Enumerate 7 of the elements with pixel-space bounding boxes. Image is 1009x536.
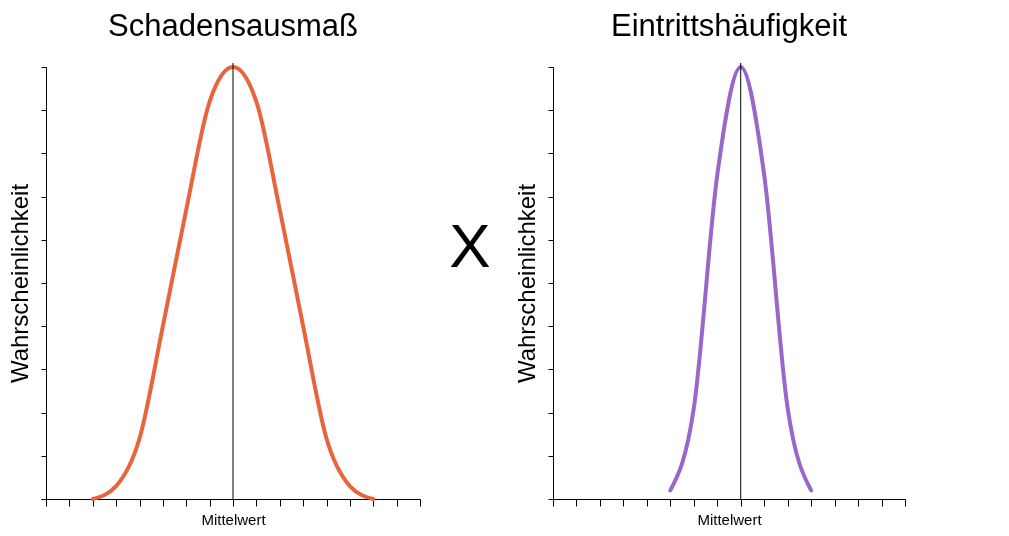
chart-title: Schadensausmaß <box>108 7 358 43</box>
y-axis-title: Wahrscheinlichkeit <box>6 183 33 384</box>
text: X <box>449 211 491 281</box>
x-axis-title: Mittelwert <box>697 510 763 528</box>
y-axis-title: Wahrscheinlichkeit <box>513 183 540 384</box>
chart-title: Eintrittshäufigkeit <box>610 7 848 43</box>
x-axis-title: Mittelwert <box>201 510 267 528</box>
